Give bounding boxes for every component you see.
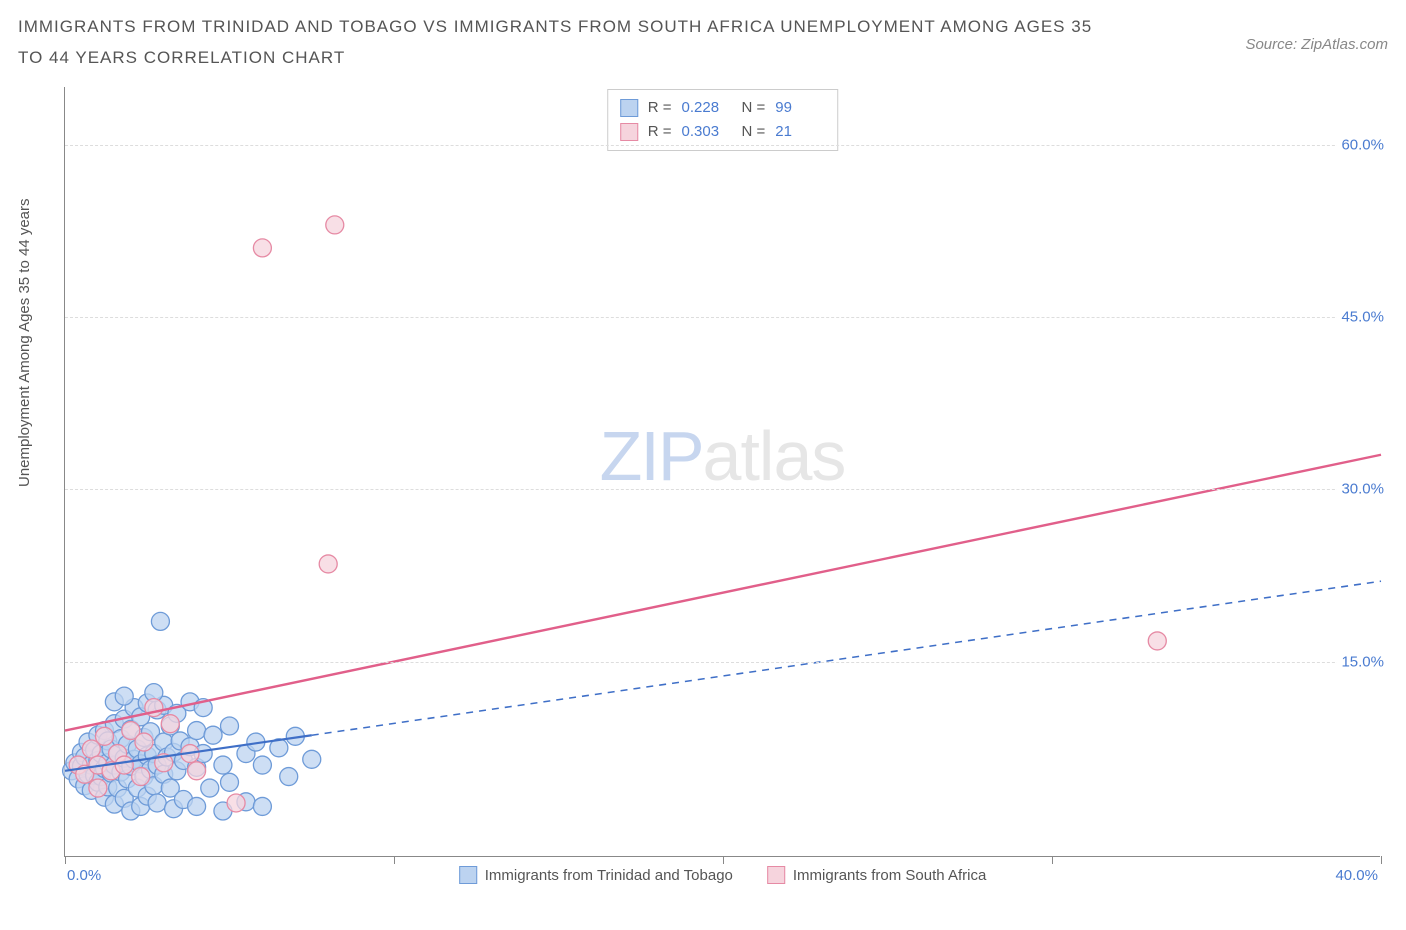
gridline (65, 317, 1380, 318)
legend-label-2: Immigrants from South Africa (793, 867, 986, 884)
data-point (115, 687, 133, 705)
data-point (201, 779, 219, 797)
data-point (148, 794, 166, 812)
header: IMMIGRANTS FROM TRINIDAD AND TOBAGO VS I… (0, 0, 1406, 81)
data-point (188, 762, 206, 780)
plot-svg (65, 87, 1380, 856)
stats-legend: R = 0.228 N = 99 R = 0.303 N = 21 (607, 89, 839, 151)
swatch-series-2 (620, 123, 638, 141)
data-point (135, 733, 153, 751)
n-label: N = (742, 96, 766, 120)
source-label: Source: ZipAtlas.com (1245, 12, 1388, 53)
data-point (214, 756, 232, 774)
data-point (115, 756, 133, 774)
data-point (89, 779, 107, 797)
data-point (151, 613, 169, 631)
data-point (326, 216, 344, 234)
data-point (319, 555, 337, 573)
n-label: N = (742, 120, 766, 144)
trend-line-dashed (312, 581, 1381, 735)
legend-label-1: Immigrants from Trinidad and Tobago (485, 867, 733, 884)
x-tick (1381, 856, 1382, 864)
n-value-1: 99 (775, 96, 825, 120)
data-point (132, 768, 150, 786)
series-legend: Immigrants from Trinidad and Tobago Immi… (459, 866, 987, 884)
data-point (161, 715, 179, 733)
gridline (65, 489, 1380, 490)
y-tick-label: 45.0% (1337, 309, 1384, 326)
legend-swatch-1 (459, 866, 477, 884)
chart-area: Unemployment Among Ages 35 to 44 years Z… (56, 87, 1386, 887)
x-tick (723, 856, 724, 864)
data-point (253, 239, 271, 257)
legend-item-2: Immigrants from South Africa (767, 866, 986, 884)
data-point (253, 798, 271, 816)
r-value-1: 0.228 (682, 96, 732, 120)
data-point (221, 717, 239, 735)
x-max-label: 40.0% (1335, 867, 1378, 884)
data-point (221, 773, 239, 791)
plot-region: ZIPatlas R = 0.228 N = 99 R = 0.303 N = … (64, 87, 1380, 857)
y-tick-label: 30.0% (1337, 481, 1384, 498)
swatch-series-1 (620, 99, 638, 117)
x-tick (394, 856, 395, 864)
gridline (65, 145, 1380, 146)
y-tick-label: 15.0% (1337, 653, 1384, 670)
legend-item-1: Immigrants from Trinidad and Tobago (459, 866, 733, 884)
r-label: R = (648, 96, 672, 120)
data-point (1148, 632, 1166, 650)
data-point (253, 756, 271, 774)
x-min-label: 0.0% (67, 867, 101, 884)
trend-line-solid (65, 455, 1381, 731)
r-label: R = (648, 120, 672, 144)
stats-row-1: R = 0.228 N = 99 (620, 96, 826, 120)
gridline (65, 662, 1380, 663)
stats-row-2: R = 0.303 N = 21 (620, 120, 826, 144)
legend-swatch-2 (767, 866, 785, 884)
data-point (188, 722, 206, 740)
r-value-2: 0.303 (682, 120, 732, 144)
data-point (95, 728, 113, 746)
data-point (227, 794, 245, 812)
data-point (303, 751, 321, 769)
x-tick (65, 856, 66, 864)
n-value-2: 21 (775, 120, 825, 144)
data-point (280, 768, 298, 786)
y-axis-label: Unemployment Among Ages 35 to 44 years (16, 199, 33, 488)
data-point (204, 726, 222, 744)
chart-title: IMMIGRANTS FROM TRINIDAD AND TOBAGO VS I… (18, 12, 1118, 73)
x-tick (1052, 856, 1053, 864)
data-point (188, 798, 206, 816)
y-tick-label: 60.0% (1337, 136, 1384, 153)
